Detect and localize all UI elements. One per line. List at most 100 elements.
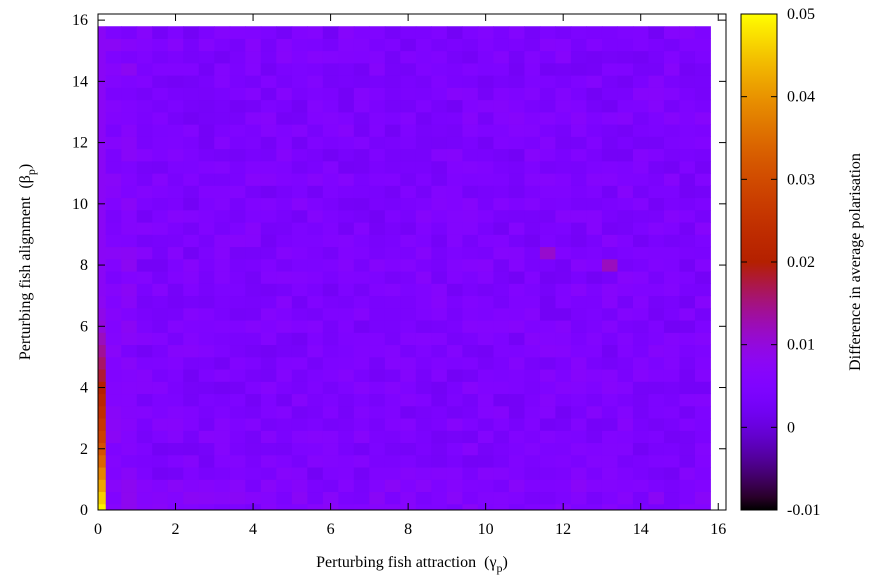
- heatmap-cell: [229, 234, 246, 248]
- heatmap-cell: [136, 124, 153, 137]
- heatmap-cell: [648, 148, 665, 162]
- heatmap-cell: [260, 283, 277, 297]
- heatmap-cell: [601, 307, 618, 321]
- heatmap-cell: [229, 111, 246, 125]
- heatmap-cell: [663, 503, 680, 511]
- x-tick-label: 12: [555, 521, 571, 538]
- heatmap-cell: [369, 369, 386, 382]
- heatmap-cell: [183, 234, 200, 248]
- heatmap-cell: [400, 381, 417, 395]
- heatmap-cell: [555, 173, 572, 186]
- heatmap-cell: [152, 295, 169, 309]
- heatmap-cell: [276, 344, 293, 358]
- heatmap-cell: [431, 173, 448, 186]
- heatmap-cell: [152, 418, 169, 431]
- heatmap-cell: [167, 258, 184, 272]
- heatmap-cell: [446, 160, 463, 174]
- heatmap-cell: [276, 197, 293, 211]
- heatmap-cell: [462, 283, 479, 297]
- heatmap-cell: [694, 467, 711, 480]
- heatmap-cell: [198, 26, 215, 39]
- heatmap-cell: [384, 467, 401, 480]
- heatmap-cell: [105, 369, 122, 382]
- heatmap-cell: [307, 344, 324, 358]
- heatmap-cell: [229, 222, 246, 235]
- heatmap-cell: [477, 87, 494, 101]
- heatmap-cell: [679, 295, 696, 309]
- heatmap-cell: [555, 307, 572, 321]
- heatmap-cell: [105, 111, 122, 125]
- heatmap-cell: [384, 111, 401, 125]
- heatmap-cell: [493, 38, 510, 52]
- heatmap-cell: [369, 246, 386, 260]
- heatmap-cell: [679, 356, 696, 370]
- heatmap-cell: [384, 160, 401, 174]
- heatmap-cell: [493, 381, 510, 395]
- heatmap-cell: [198, 173, 215, 186]
- heatmap-cell: [167, 491, 184, 505]
- heatmap-cell: [648, 295, 665, 309]
- heatmap-cell: [121, 185, 138, 199]
- heatmap-cell: [245, 295, 262, 309]
- heatmap-cell: [167, 381, 184, 395]
- heatmap-cell: [183, 307, 200, 321]
- heatmap-cell: [663, 197, 680, 211]
- heatmap-cell: [539, 332, 556, 346]
- heatmap-cell: [338, 136, 355, 150]
- heatmap-cell: [291, 454, 308, 468]
- heatmap-cell: [694, 430, 711, 444]
- heatmap-cell: [586, 307, 603, 321]
- heatmap-cell: [663, 246, 680, 260]
- heatmap-cell: [260, 381, 277, 395]
- heatmap-cell: [291, 320, 308, 333]
- heatmap-cell: [679, 393, 696, 407]
- heatmap-cell: [229, 369, 246, 382]
- heatmap-cell: [446, 369, 463, 382]
- heatmap-cell: [353, 38, 370, 52]
- heatmap-cell: [462, 26, 479, 39]
- heatmap-cell: [462, 222, 479, 235]
- heatmap-cell: [214, 111, 231, 125]
- heatmap-cell: [539, 111, 556, 125]
- heatmap-cell: [322, 271, 339, 284]
- heatmap-cell: [322, 50, 339, 64]
- heatmap-cell: [291, 87, 308, 101]
- heatmap-cell: [198, 393, 215, 407]
- heatmap-cell: [617, 209, 634, 223]
- heatmap-cell: [570, 271, 587, 284]
- heatmap-cell: [477, 295, 494, 309]
- heatmap-cell: [369, 430, 386, 444]
- heatmap-cell: [198, 418, 215, 431]
- heatmap-cell: [152, 320, 169, 333]
- heatmap-cell: [601, 173, 618, 186]
- heatmap-cell: [601, 320, 618, 333]
- heatmap-cell: [198, 124, 215, 137]
- heatmap-cell: [431, 467, 448, 480]
- heatmap-cell: [353, 283, 370, 297]
- heatmap-cell: [586, 87, 603, 101]
- heatmap-cell: [400, 418, 417, 431]
- heatmap-cell: [477, 185, 494, 199]
- heatmap-cell: [229, 430, 246, 444]
- heatmap-cell: [229, 136, 246, 150]
- heatmap-cell: [601, 209, 618, 223]
- heatmap-cell: [663, 442, 680, 456]
- heatmap-cell: [198, 369, 215, 382]
- heatmap-cell: [198, 136, 215, 150]
- heatmap-cell: [307, 50, 324, 64]
- heatmap-cell: [198, 283, 215, 297]
- heatmap-cell: [493, 479, 510, 493]
- heatmap-cell: [415, 234, 432, 248]
- heatmap-cell: [322, 185, 339, 199]
- heatmap-cell: [260, 99, 277, 113]
- heatmap-cell: [508, 393, 525, 407]
- heatmap-cell: [663, 136, 680, 150]
- heatmap-cell: [632, 136, 649, 150]
- heatmap-cell: [586, 467, 603, 480]
- heatmap-cell: [462, 369, 479, 382]
- heatmap-cell: [663, 454, 680, 468]
- heatmap-cell: [121, 222, 138, 235]
- heatmap-cell: [121, 99, 138, 113]
- heatmap-cell: [353, 467, 370, 480]
- heatmap-cell: [291, 173, 308, 186]
